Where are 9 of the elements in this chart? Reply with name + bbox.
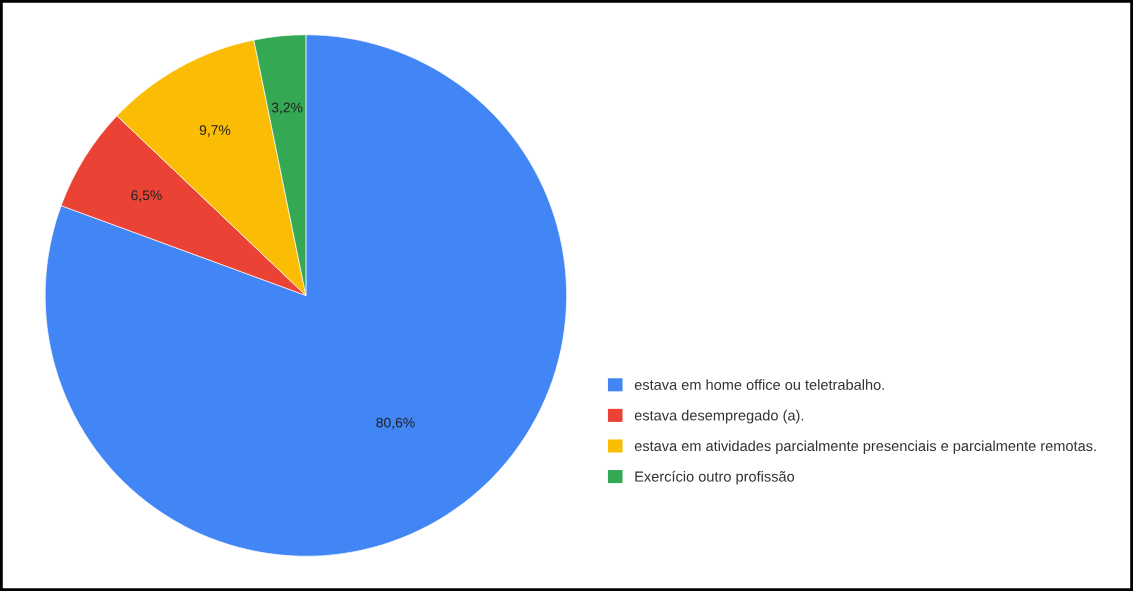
data-label: 3,2% xyxy=(271,102,303,115)
legend-label: Exercício outro profissão xyxy=(635,470,795,485)
legend-label: estava em atividades parcialmente presenciais e parcialmente remotas. xyxy=(634,440,1096,454)
data-label: 6,5% xyxy=(131,190,162,202)
legend-label: estava em home office ou teletrabalho. xyxy=(634,379,884,390)
legend-label: estava desempregado (a). xyxy=(634,409,804,424)
data-label: 80,6% xyxy=(376,417,415,430)
data-label: 9,7% xyxy=(199,125,231,137)
pie-slice xyxy=(44,34,567,557)
